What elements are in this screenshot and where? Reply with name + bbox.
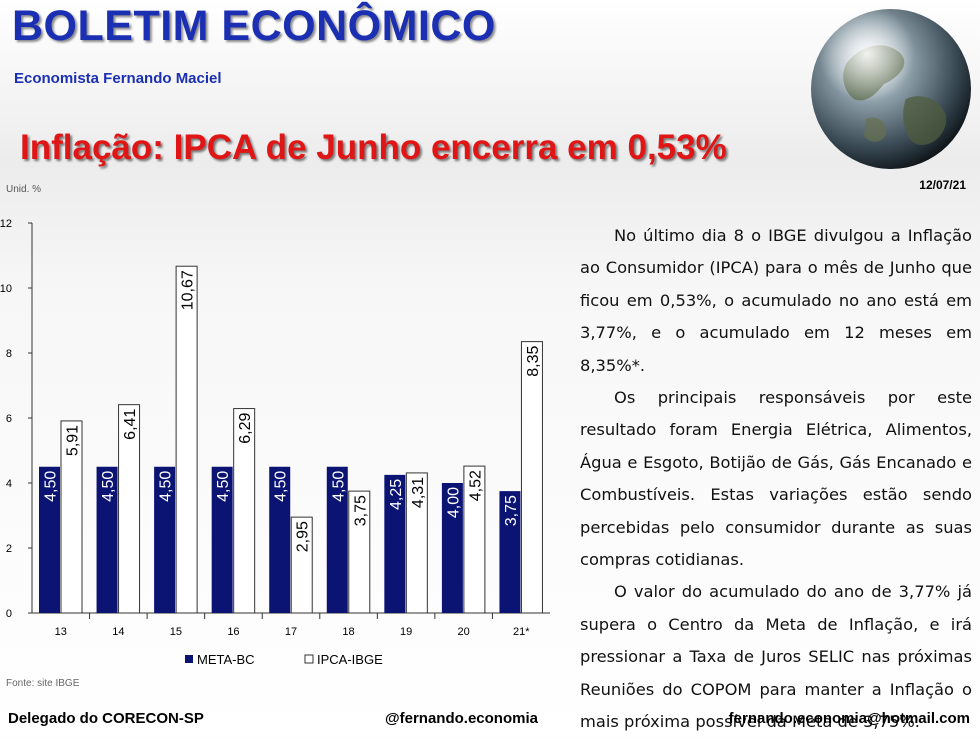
legend-swatch-meta-bc xyxy=(185,655,193,663)
footer-role: Delegado do CORECON-SP xyxy=(8,710,204,727)
y-tick-label: 4 xyxy=(6,478,12,490)
legend-label-meta-bc: META-BC xyxy=(197,652,255,667)
inflation-bar-chart: 0 2 4 6 8 10 12 13 4,50 5,91 14 4,50 6,41 15 4,50 10,67… xyxy=(0,218,550,667)
article-paragraph-3: O valor do acumulado do ano de 3,77% já … xyxy=(580,582,972,732)
bar-ipca-ibge xyxy=(405,472,428,614)
data-label-ipca-ibge: 2,95 xyxy=(295,521,312,552)
bar-meta-bc xyxy=(269,466,291,613)
data-label-ipca-ibge: 6,29 xyxy=(237,412,254,443)
data-label-meta-bc: 4,50 xyxy=(273,471,290,502)
footer-social-handle: @fernando.economia xyxy=(385,710,538,727)
y-tick-label: 2 xyxy=(6,543,12,555)
article-paragraph-2: Os principais responsáveis por este resu… xyxy=(580,388,972,570)
y-tick-label: 12 xyxy=(0,218,12,230)
bar-ipca-ibge xyxy=(175,265,198,614)
data-label-meta-bc: 4,50 xyxy=(330,471,347,502)
bar-meta-bc xyxy=(154,466,176,613)
x-tick-label: 14 xyxy=(112,626,124,638)
data-label-ipca-ibge: 5,91 xyxy=(65,425,82,456)
data-label-meta-bc: 3,75 xyxy=(503,495,520,526)
bar-ipca-ibge xyxy=(233,408,256,614)
article-text: No último dia 8 o IBGE divulgou a Inflaç… xyxy=(580,220,972,739)
y-tick-label: 6 xyxy=(6,413,12,425)
bar-meta-bc xyxy=(384,474,406,613)
data-label-meta-bc: 4,50 xyxy=(215,471,232,502)
bar-ipca-ibge xyxy=(290,516,313,614)
bulletin-title: BOLETIM ECONÔMICO xyxy=(12,2,496,50)
x-tick-label: 13 xyxy=(55,626,67,638)
globe-image xyxy=(811,9,971,169)
bar-ipca-ibge xyxy=(463,465,486,614)
bar-meta-bc xyxy=(96,466,118,613)
bar-ipca-ibge xyxy=(520,341,543,614)
data-label-ipca-ibge: 10,67 xyxy=(180,270,197,310)
data-label-meta-bc: 4,50 xyxy=(158,471,175,502)
data-label-meta-bc: 4,50 xyxy=(100,471,117,502)
x-tick-label: 16 xyxy=(227,626,239,638)
x-tick-label: 17 xyxy=(285,626,297,638)
x-tick-label: 18 xyxy=(342,626,354,638)
bar-meta-bc xyxy=(326,466,348,613)
data-label-meta-bc: 4,00 xyxy=(445,487,462,518)
y-tick-label: 10 xyxy=(0,283,12,295)
author-name: Economista Fernando Maciel xyxy=(14,70,222,87)
bar-ipca-ibge xyxy=(348,490,371,614)
footer-email: fernando.economia@hotmail.com xyxy=(728,710,970,727)
chart-source: Fonte: site IBGE xyxy=(6,678,80,689)
headline: Inflação: IPCA de Junho encerra em 0,53% xyxy=(20,128,727,167)
x-tick-label: 21* xyxy=(513,626,530,638)
x-tick-label: 20 xyxy=(458,626,470,638)
x-tick-label: 19 xyxy=(400,626,412,638)
data-label-meta-bc: 4,25 xyxy=(388,479,405,510)
data-label-ipca-ibge: 3,75 xyxy=(352,495,369,526)
data-label-ipca-ibge: 6,41 xyxy=(122,409,139,440)
chart-unit-label: Unid. % xyxy=(6,184,42,195)
article-paragraph-1: No último dia 8 o IBGE divulgou a Inflaç… xyxy=(580,226,972,375)
bar-ipca-ibge xyxy=(60,420,83,614)
bar-meta-bc xyxy=(441,483,463,613)
y-tick-label: 0 xyxy=(6,608,12,620)
legend-swatch-ipca-ibge xyxy=(304,654,314,664)
bar-meta-bc xyxy=(211,466,233,613)
y-tick-label: 8 xyxy=(6,348,12,360)
bar-meta-bc xyxy=(39,466,60,613)
footer: Delegado do CORECON-SP @fernando.economi… xyxy=(0,707,980,733)
data-label-meta-bc: 4,50 xyxy=(43,471,60,502)
legend-label-ipca-ibge: IPCA-IBGE xyxy=(317,652,383,667)
data-label-ipca-ibge: 4,52 xyxy=(467,470,484,501)
bar-meta-bc xyxy=(499,491,521,613)
x-tick-label: 15 xyxy=(170,626,182,638)
data-label-ipca-ibge: 8,35 xyxy=(525,346,542,377)
publication-date: 12/07/21 xyxy=(919,178,966,192)
bar-ipca-ibge xyxy=(118,404,141,614)
data-label-ipca-ibge: 4,31 xyxy=(410,477,427,508)
